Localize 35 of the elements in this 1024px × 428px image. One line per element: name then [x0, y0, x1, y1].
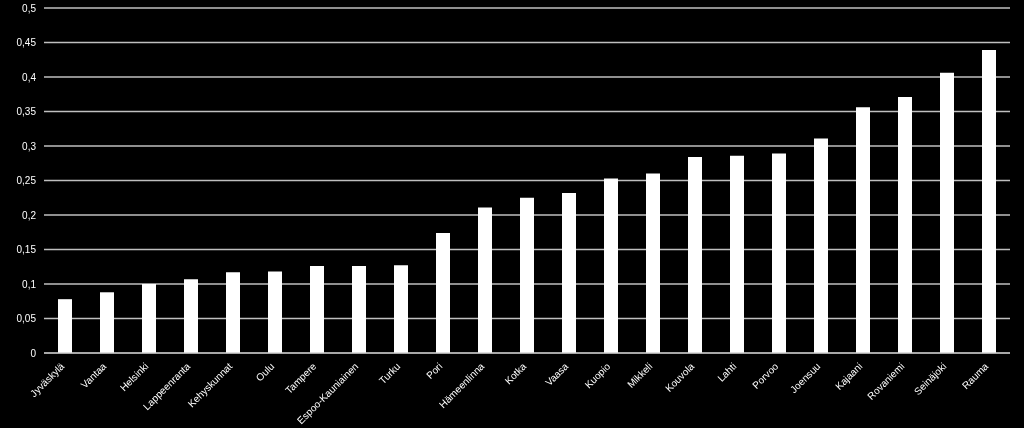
- bar: [520, 197, 534, 353]
- y-tick-label: 0,4: [22, 71, 37, 83]
- bar: [352, 266, 366, 353]
- y-tick-label: 0,5: [22, 2, 37, 14]
- y-tick-label: 0,2: [22, 209, 37, 221]
- bar: [268, 271, 282, 353]
- bar: [730, 155, 744, 353]
- bar: [856, 107, 870, 353]
- bar: [814, 138, 828, 353]
- bar: [478, 207, 492, 353]
- bar: [58, 299, 72, 353]
- y-tick-label: 0,35: [16, 106, 37, 118]
- bar: [604, 178, 618, 353]
- bar: [688, 157, 702, 353]
- bar: [646, 173, 660, 353]
- bar: [562, 192, 576, 353]
- bar: [898, 97, 912, 353]
- bar: [184, 279, 198, 353]
- y-tick-label: 0,15: [16, 244, 37, 256]
- bar: [982, 50, 996, 353]
- x-tick-label: Oulu: [253, 360, 277, 384]
- y-tick-label: 0,05: [16, 313, 37, 325]
- bar: [772, 153, 786, 353]
- bar: [310, 266, 324, 353]
- y-tick-label: 0,3: [22, 140, 37, 152]
- bar: [100, 292, 114, 353]
- bar: [226, 272, 240, 353]
- bar: [940, 72, 954, 353]
- y-tick-label: 0,1: [22, 278, 37, 290]
- y-tick-label: 0,45: [16, 37, 37, 49]
- bar: [394, 265, 408, 353]
- y-tick-label: 0,25: [16, 175, 37, 187]
- y-tick-label: 0: [30, 347, 37, 359]
- bar: [436, 232, 450, 353]
- bar: [142, 284, 156, 353]
